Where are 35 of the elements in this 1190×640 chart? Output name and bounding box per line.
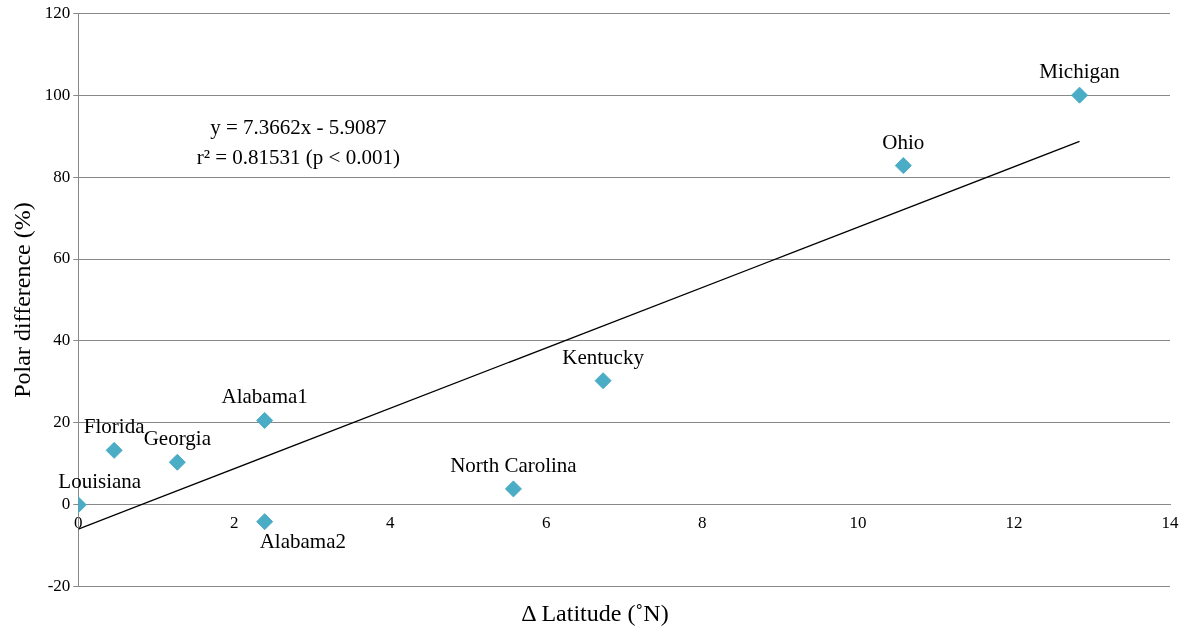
- point: [105, 441, 123, 459]
- x-axis-title: Δ Latitude (˚N): [520, 600, 670, 627]
- y-tick-label: 80: [53, 166, 71, 186]
- annotation: Louisiana: [58, 468, 142, 493]
- annotation: Kentucky: [562, 344, 645, 369]
- point: [504, 480, 522, 498]
- annotation: Michigan: [1039, 59, 1121, 84]
- y-tick-label: 20: [53, 412, 71, 432]
- annotation: Alabama2: [259, 528, 346, 553]
- point: [894, 157, 912, 175]
- annotation: Alabama1: [221, 384, 308, 409]
- y-tick-label: 120: [44, 2, 71, 22]
- annotation: Georgia: [143, 426, 212, 451]
- annotation: r² = 0.81531 (p < 0.001): [196, 144, 400, 169]
- y-axis-title: Polar difference (%): [8, 202, 35, 398]
- annotation: y = 7.3662x - 5.9087: [210, 114, 387, 139]
- y-tick-label: -20: [47, 576, 71, 596]
- point: [168, 453, 186, 471]
- x-tick-label: 6: [541, 512, 551, 532]
- x-tick-label: 8: [697, 512, 707, 532]
- x-tick-label: 4: [385, 512, 395, 532]
- x-tick-label: 2: [230, 512, 239, 532]
- y-tick-label: 0: [61, 494, 71, 514]
- annotation: Ohio: [882, 129, 925, 154]
- y-tick-label: 100: [44, 84, 71, 104]
- x-tick-label: 12: [1005, 512, 1023, 532]
- point: [1071, 86, 1089, 104]
- point: [594, 372, 612, 390]
- x-tick-label: 10: [849, 512, 867, 532]
- y-tick-label: 60: [53, 248, 71, 268]
- x-tick-label: 14: [1161, 512, 1179, 532]
- annotation: North Carolina: [450, 452, 578, 477]
- point: [256, 513, 274, 531]
- point: [256, 411, 274, 429]
- y-tick-label: 40: [53, 330, 71, 350]
